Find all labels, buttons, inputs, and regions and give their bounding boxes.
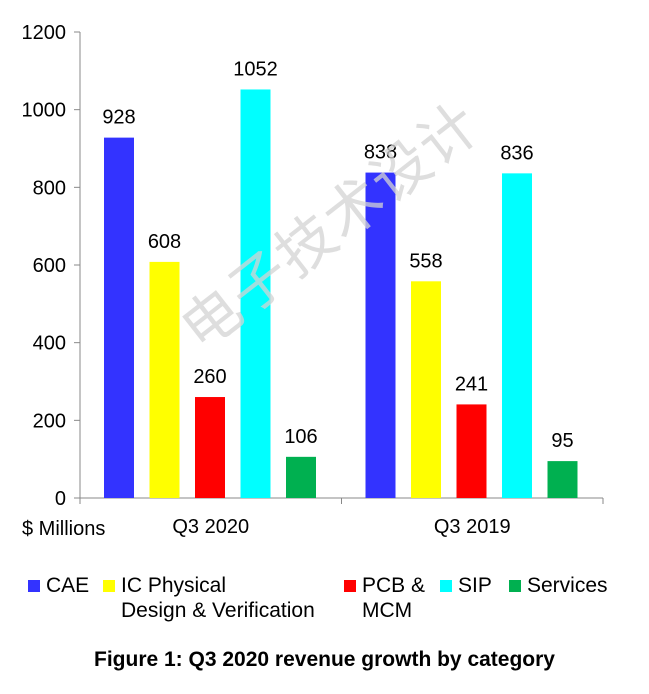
data-label: 838 <box>364 142 397 164</box>
y-tick-label: 200 <box>33 410 66 432</box>
legend-label-sip: SIP <box>458 574 492 597</box>
figure-caption: Figure 1: Q3 2020 revenue growth by cate… <box>94 648 555 671</box>
y-tick-label: 0 <box>55 488 66 510</box>
legend-label-cae: CAE <box>46 574 90 597</box>
y-tick-label: 1200 <box>22 22 67 44</box>
y-tick-label: 1000 <box>22 100 67 122</box>
legend-label-pcb-mcm: PCB & MCM <box>362 574 426 622</box>
x-category-label: Q3 2019 <box>434 516 511 538</box>
bar-services-1 <box>547 461 578 498</box>
bar-cae-1 <box>365 172 396 498</box>
bar-sip-1 <box>502 173 532 498</box>
y-tick-label: 800 <box>33 177 66 199</box>
data-label: 928 <box>102 107 135 129</box>
data-label: 241 <box>455 373 488 395</box>
bar-pcb-mcm-0 <box>195 397 225 498</box>
legend-label-ic-physical: IC Physical Design & Verification <box>121 574 315 622</box>
legend-label-services: Services <box>527 574 608 597</box>
x-category-label: Q3 2020 <box>172 516 249 538</box>
data-label: 608 <box>148 231 181 253</box>
legend-swatch-pcb-mcm <box>344 580 356 592</box>
bar-cae-0 <box>104 137 134 499</box>
data-label: 260 <box>193 366 226 388</box>
y-tick-label: 400 <box>33 333 66 355</box>
data-label: 106 <box>284 426 317 448</box>
y-tick-label: 600 <box>33 255 66 277</box>
data-label: 836 <box>500 142 533 164</box>
data-label: 558 <box>409 250 442 272</box>
bar-pcb-mcm-1 <box>456 404 487 498</box>
bar-services-0 <box>286 456 316 498</box>
legend: CAE IC Physical Design & Verification PC… <box>0 573 649 633</box>
legend-swatch-sip <box>440 580 452 592</box>
data-label: 1052 <box>233 58 278 80</box>
bar-ic-physical-design-verification-1 <box>411 281 441 498</box>
bar-chart: 0 200 400 600 800 1000 1200 928 608 260 1052 106 Q3 … <box>22 22 604 538</box>
legend-swatch-cae <box>28 580 40 592</box>
legend-swatch-ic-physical <box>103 580 115 592</box>
bar-sip-0 <box>240 89 271 499</box>
legend-swatch-services <box>509 580 521 592</box>
data-label: 95 <box>551 430 573 452</box>
bar-ic-physical-design-verification-0 <box>149 261 180 498</box>
y-axis-label: $ Millions <box>22 518 106 540</box>
